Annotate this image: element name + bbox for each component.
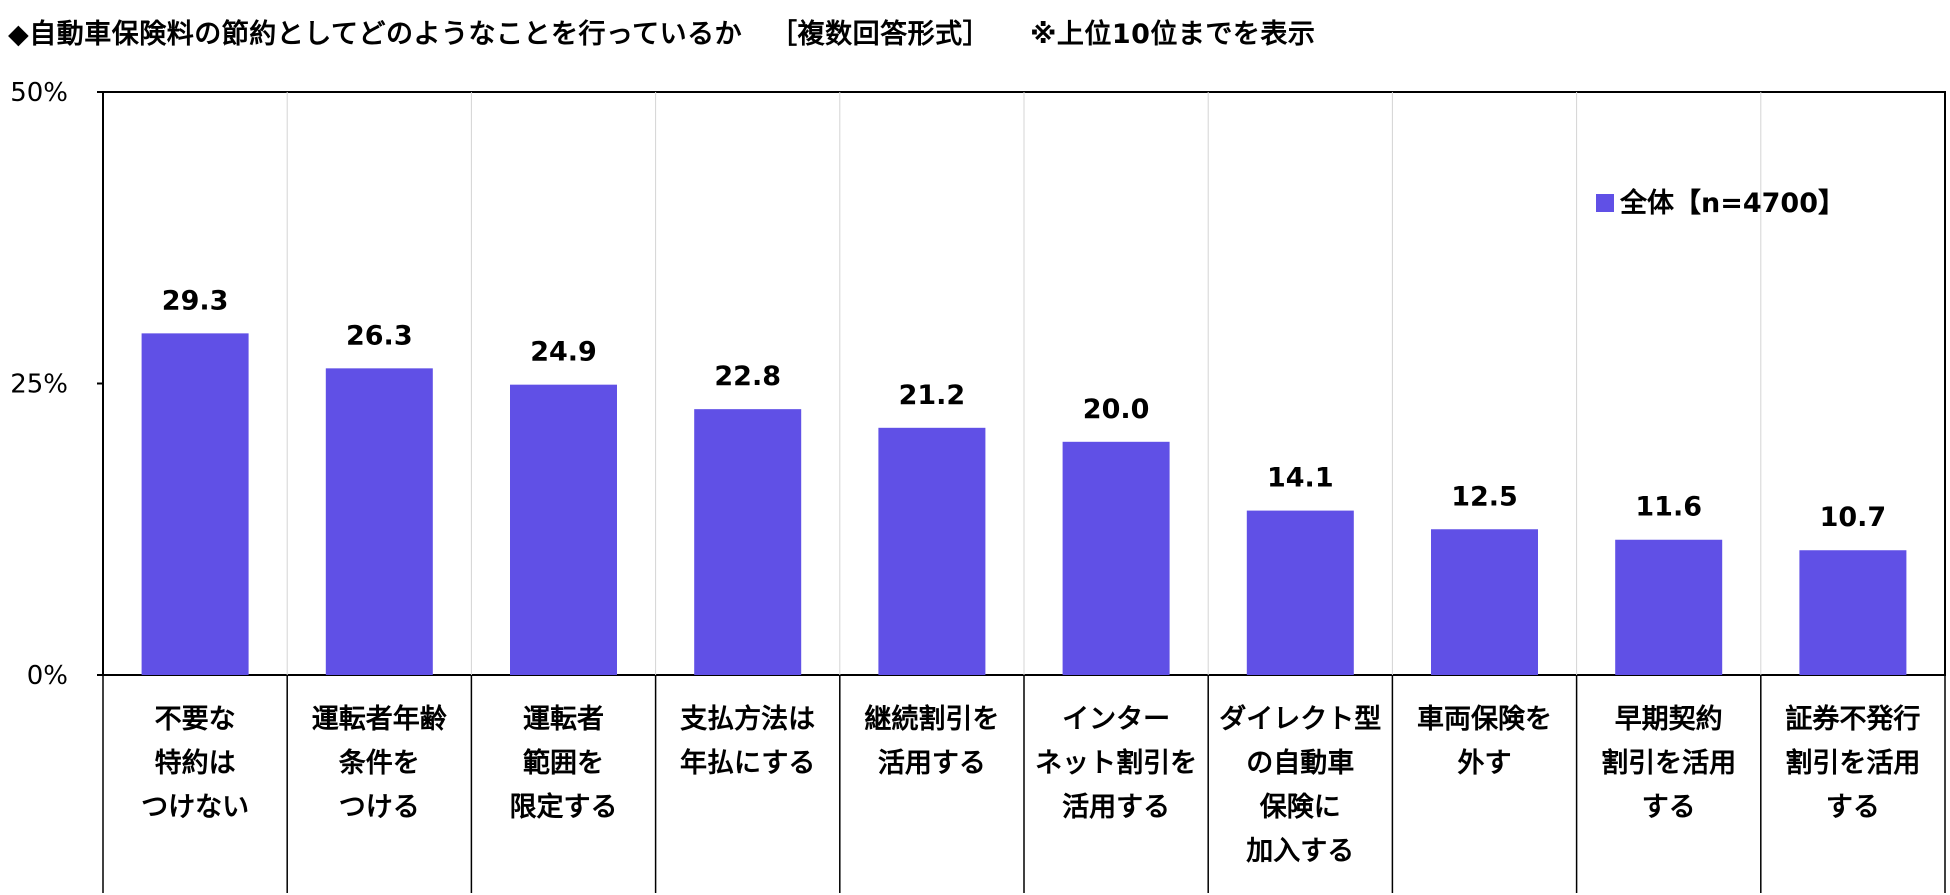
data-label: 22.8 (714, 361, 781, 392)
x-tick-label-line: 外す (1458, 748, 1512, 779)
legend-swatch (1596, 194, 1614, 212)
x-tick-label-line: 支払方法は (680, 703, 815, 735)
x-tick-label-line: する (1642, 792, 1696, 823)
bar (141, 333, 249, 675)
x-tick-label-line: 保険に (1259, 792, 1341, 823)
x-tick-label: 継続割引を活用する (864, 703, 999, 779)
x-tick-label-line: 活用する (1062, 792, 1170, 823)
x-tick-label-line: 年払にする (680, 747, 815, 779)
x-tick-label-line: 車両保険を (1417, 704, 1552, 735)
bar (1431, 529, 1538, 675)
x-tick-label: 車両保険を外す (1417, 704, 1552, 779)
data-label: 21.2 (899, 380, 966, 411)
x-tick-label-line: 割引を活用 (1785, 747, 1920, 779)
bar (510, 384, 617, 675)
x-tick-label-line: 不要な (155, 704, 236, 735)
x-tick-label-line: 証券不発行 (1785, 703, 1920, 735)
x-tick-label-line: 範囲を (523, 747, 604, 779)
data-label: 29.3 (162, 285, 229, 316)
x-tick-label-line: 特約は (155, 747, 236, 779)
x-tick-label: ダイレクト型の自動車保険に加入する (1219, 703, 1381, 867)
x-tick-label-line: ダイレクト型 (1219, 703, 1381, 735)
x-tick-label-line: 早期契約 (1615, 703, 1723, 735)
x-tick-label: 運転者年齢条件をつける (312, 703, 447, 823)
data-label: 14.1 (1267, 463, 1334, 494)
x-tick-label-line: 継続割引を (864, 703, 999, 735)
bar (1246, 510, 1354, 675)
chart-title: ◆自動車保険料の節約としてどのようなことを行っているか ［複数回答形式］ ※上位10… (8, 12, 1315, 51)
data-label: 12.5 (1451, 481, 1518, 512)
title-format: ［複数回答形式］ (770, 19, 991, 50)
title-main: ◆自動車保険料の節約としてどのようなことを行っているか (8, 19, 743, 50)
x-tick-label-line: つけない (141, 792, 249, 823)
data-label: 24.9 (530, 337, 597, 368)
bar (1062, 441, 1170, 675)
x-tick-label-line: 割引を活用 (1601, 747, 1736, 779)
x-tick-label-line: インター (1062, 704, 1170, 735)
bar (878, 427, 986, 675)
x-tick-label: インターネット割引を活用する (1035, 704, 1197, 823)
legend-label: 全体【n=4700】 (1619, 187, 1845, 219)
x-tick-label-line: 条件を (339, 748, 420, 779)
x-tick-label-line: 加入する (1246, 836, 1354, 867)
x-tick-label-line: の自動車 (1246, 747, 1354, 779)
x-tick-label-line: 限定する (510, 791, 618, 823)
x-tick-label-line: ネット割引を (1035, 747, 1197, 779)
x-tick-label-line: 運転者 (523, 704, 604, 735)
x-tick-label: 早期契約割引を活用する (1601, 703, 1736, 823)
data-label: 11.6 (1635, 492, 1702, 523)
x-tick-label: 運転者範囲を限定する (510, 704, 618, 823)
bar (325, 368, 433, 675)
title-note: ※上位10位までを表示 (1030, 19, 1316, 50)
x-tick-label: 不要な特約はつけない (141, 704, 249, 823)
x-tick-label-line: 運転者年齢 (312, 703, 447, 735)
bar (694, 409, 802, 675)
x-tick-label-line: 活用する (878, 748, 986, 779)
x-tick-label-line: する (1826, 792, 1880, 823)
y-tick-label: 25% (10, 370, 68, 400)
x-tick-label-line: つける (339, 792, 420, 823)
bar (1615, 539, 1723, 675)
data-label: 20.0 (1083, 394, 1150, 425)
x-tick-label: 支払方法は年払にする (680, 703, 815, 779)
data-label: 10.7 (1820, 502, 1887, 533)
x-tick-label: 証券不発行割引を活用する (1785, 703, 1920, 823)
data-label: 26.3 (346, 320, 413, 351)
y-tick-label: 0% (27, 661, 68, 691)
bar (1799, 550, 1907, 675)
y-tick-label: 50% (10, 78, 68, 108)
